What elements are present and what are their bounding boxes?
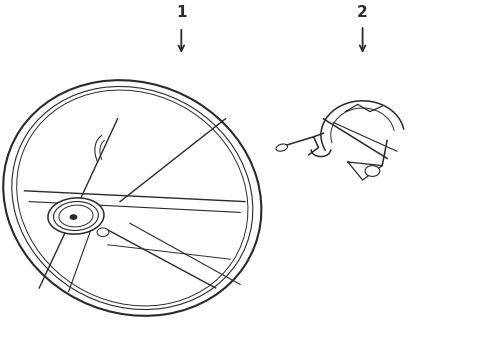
Text: 2: 2 bbox=[357, 5, 368, 20]
Circle shape bbox=[70, 214, 77, 220]
Ellipse shape bbox=[48, 198, 104, 234]
Text: 1: 1 bbox=[176, 5, 187, 20]
Ellipse shape bbox=[53, 202, 98, 230]
Circle shape bbox=[365, 166, 380, 176]
Ellipse shape bbox=[276, 144, 288, 151]
Circle shape bbox=[97, 228, 109, 237]
Ellipse shape bbox=[59, 205, 93, 227]
